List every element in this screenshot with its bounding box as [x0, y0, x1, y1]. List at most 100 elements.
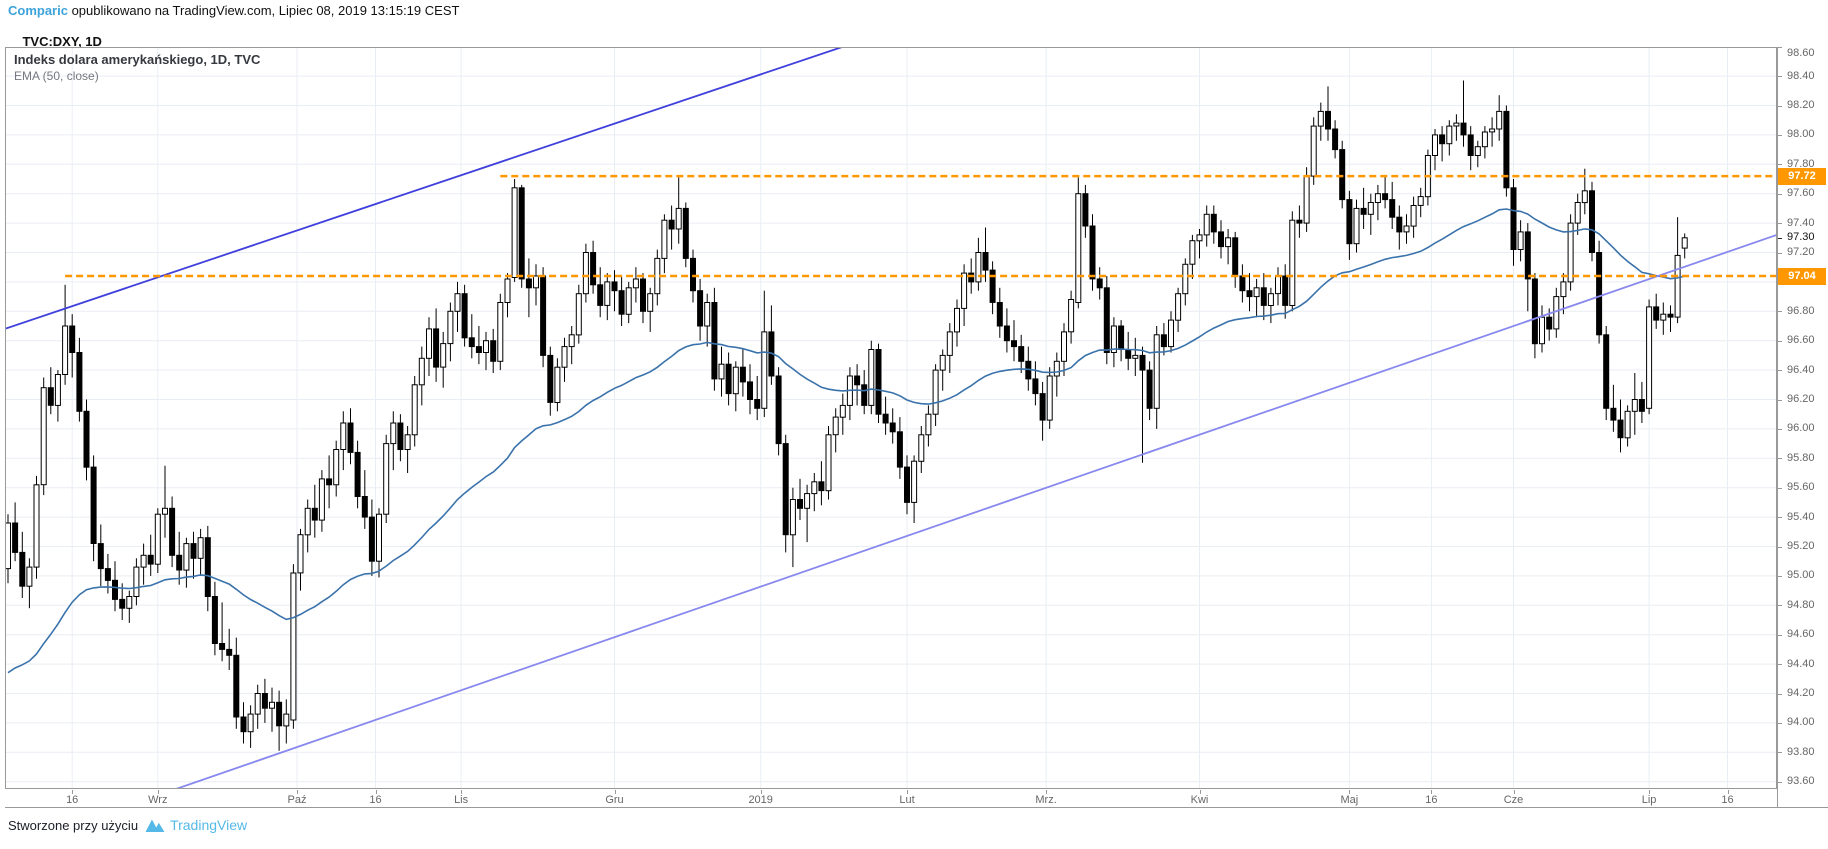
time-tick-label: Mrz.	[1035, 794, 1057, 806]
attribution-line: Comparic opublikowano na TradingView.com…	[8, 3, 459, 18]
price-tick-mark	[1778, 634, 1782, 636]
price-tick-mark	[1778, 340, 1782, 342]
tradingview-link[interactable]: TradingView	[170, 817, 248, 833]
price-tick-mark	[1778, 575, 1782, 577]
price-tick-label: 95.40	[1787, 510, 1815, 523]
symbol-name: TVC:DXY, 1D	[22, 34, 102, 49]
time-tick-mark	[907, 790, 908, 794]
price-tick-label: 97.60	[1787, 187, 1815, 200]
time-tick-label: Gru	[605, 794, 624, 806]
time-tick-mark	[1513, 790, 1515, 794]
price-tick-label: 94.80	[1787, 598, 1815, 611]
price-tick-mark	[1778, 546, 1782, 548]
price-tick-mark	[1778, 399, 1782, 401]
time-tick-mark	[1349, 790, 1351, 794]
price-tick-label: 97.20	[1787, 246, 1815, 258]
price-tick-label: 98.40	[1787, 69, 1815, 82]
current-price-label: 97.30	[1787, 231, 1815, 244]
legend-symbol-title: Indeks dolara amerykańskiego, 1D, TVC	[14, 52, 261, 67]
price-tick-mark	[1778, 193, 1782, 195]
price-tick-label: 94.20	[1787, 687, 1815, 699]
price-tick-mark	[1778, 134, 1782, 136]
price-tick-label: 97.40	[1787, 216, 1815, 229]
time-tick-mark	[1431, 790, 1433, 794]
time-tick-mark	[760, 790, 762, 794]
time-tick-label: Lut	[899, 794, 915, 806]
price-tick-label: 95.80	[1787, 451, 1815, 464]
price-tick-label: 96.80	[1787, 304, 1815, 317]
time-tick-label: Cze	[1503, 794, 1524, 806]
time-tick-label: Kwi	[1190, 794, 1209, 806]
price-tick-label: 98.20	[1787, 99, 1815, 111]
price-tick-label: 94.40	[1787, 657, 1815, 670]
price-tick-label: 94.00	[1787, 716, 1815, 729]
price-tick-mark	[1778, 164, 1782, 166]
price-tick-label: 96.00	[1787, 422, 1815, 435]
created-with-text: Stworzone przy użyciu	[8, 817, 139, 833]
price-tick-mark	[1778, 311, 1782, 313]
time-tick-mark	[614, 790, 616, 794]
time-tick-label: 16	[1721, 794, 1734, 806]
price-tick-label: 96.40	[1787, 363, 1815, 376]
time-tick-label: 2019	[748, 794, 773, 806]
price-tick-label: 93.60	[1787, 775, 1815, 788]
time-tick-label: 16	[66, 794, 79, 806]
price-tick-mark	[1778, 693, 1782, 695]
price-tick-mark	[1778, 605, 1782, 607]
time-tick-mark	[461, 790, 463, 794]
level-price-badge: 97.04	[1778, 267, 1826, 285]
chart-plot-area[interactable]: Indeks dolara amerykańskiego, 1D, TVC EM…	[5, 47, 1777, 789]
price-tick-mark	[1778, 752, 1782, 754]
time-tick-mark	[297, 790, 298, 794]
time-tick-label: Lis	[454, 794, 469, 806]
publisher-link[interactable]: Comparic	[8, 3, 68, 18]
price-tick-mark	[1778, 76, 1782, 78]
time-tick-label: Maj	[1340, 794, 1359, 806]
legend-ema-indicator: EMA (50, close)	[14, 69, 99, 83]
price-tick-label: 98.60	[1787, 46, 1815, 59]
price-tick-label: 95.20	[1787, 540, 1815, 552]
tradingview-logo-icon	[145, 818, 165, 833]
price-tick-mark	[1778, 105, 1782, 107]
time-tick-mark	[1199, 790, 1201, 794]
time-tick-mark	[1649, 790, 1651, 794]
price-tick-label: 95.00	[1787, 569, 1815, 582]
footer-attribution: Stworzone przy użyciu TradingView	[8, 814, 247, 836]
price-tick-mark	[1778, 722, 1782, 724]
price-tick-mark	[1778, 370, 1782, 372]
time-axis[interactable]: 16 Wrz Paź 16 Lis Gru 2019 Lut Mrz. Kwi Maj 16 Cze Li…	[5, 790, 1777, 808]
price-tick-mark	[1778, 458, 1782, 460]
price-tick-mark	[1778, 664, 1782, 666]
price-tick-label: 94.60	[1787, 628, 1815, 641]
price-tick-label: 98.00	[1787, 128, 1815, 141]
price-tick-mark	[1778, 223, 1782, 225]
time-tick-mark	[1046, 790, 1048, 794]
published-text: opublikowano na TradingView.com, Lipiec …	[67, 3, 460, 18]
price-tick-mark	[1778, 487, 1782, 489]
time-tick-mark	[72, 790, 74, 794]
chart-canvas[interactable]	[5, 47, 1777, 789]
time-tick-label: Wrz	[148, 794, 168, 806]
price-tick-label: 95.60	[1787, 481, 1815, 494]
time-tick-mark	[375, 790, 377, 794]
time-tick-label: Lip	[1641, 794, 1657, 806]
price-tick-label: 96.20	[1787, 393, 1815, 405]
price-tick-mark	[1778, 46, 1782, 48]
time-tick-mark	[1727, 790, 1729, 794]
price-tick-mark	[1778, 517, 1782, 519]
price-tick-mark	[1778, 781, 1782, 783]
price-tick-mark	[1778, 428, 1782, 430]
price-axis[interactable]: 98.60 98.40 98.20 98.00 97.80 97.60 97.40 97.20…	[1777, 47, 1828, 808]
time-tick-label: Paź	[287, 794, 307, 806]
level-price-badge: 97.72	[1778, 167, 1826, 185]
chart-legend: Indeks dolara amerykańskiego, 1D, TVC EM…	[14, 51, 260, 84]
price-tick-label: 97.80	[1787, 157, 1815, 170]
time-tick-label: 16	[1425, 794, 1438, 806]
time-tick-mark	[157, 790, 159, 794]
price-tick-label: 96.60	[1787, 334, 1815, 347]
price-tick-label: 93.80	[1787, 745, 1815, 758]
current-price-tick	[1778, 237, 1782, 239]
time-tick-label: 16	[369, 794, 382, 806]
price-tick-mark	[1778, 252, 1782, 254]
